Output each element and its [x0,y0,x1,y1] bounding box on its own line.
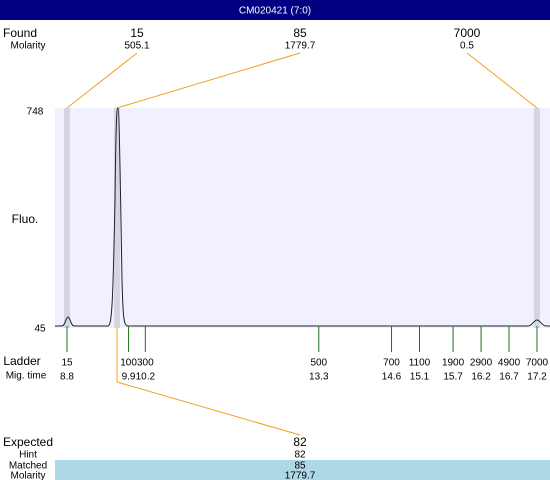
found-label: Found [3,26,37,40]
mig-time: 16.7 [499,372,519,383]
ladder-size: 1100 [409,358,431,369]
mig-time: 8.8 [60,372,74,383]
molarity-label: Molarity [10,41,45,52]
molarity-value: 1779.7 [285,471,316,480]
y-max: 748 [27,107,44,118]
title-bar [0,0,550,20]
mig-time: 9.9 [122,372,136,383]
hint-value: 82 [294,450,306,461]
mig-time: 13.3 [309,372,329,383]
peak-band [534,108,540,328]
matched-label: Matched [9,461,47,472]
found-molarity: 1779.7 [285,41,316,52]
plot-area [55,108,550,328]
ladder-size: 300 [137,358,154,369]
ladder-size: 7000 [526,358,549,369]
ladder-size: 500 [310,358,327,369]
mig-time-label: Mig. time [6,371,47,382]
ladder-size: 700 [383,358,400,369]
mig-time: 15.7 [443,372,463,383]
expected-value: 82 [293,435,307,449]
peak-band [114,108,120,328]
found-size: 7000 [454,26,481,40]
mig-time: 15.1 [410,372,430,383]
found-molarity: 505.1 [124,41,149,52]
connector [66,52,138,109]
mig-time: 17.2 [527,372,547,383]
mig-time: 10.2 [136,372,156,383]
ladder-label: Ladder [3,354,40,368]
connector [116,52,301,109]
found-size: 15 [130,26,144,40]
y-min: 45 [34,324,46,335]
y-label: Fluo. [12,212,39,226]
expected-label: Expected [3,435,53,449]
matched-value: 85 [294,461,306,472]
ladder-size: 1900 [442,358,465,369]
hint-label: Hint [19,450,37,461]
title: CM020421 (7:0) [239,6,311,17]
ladder-size: 100 [120,358,137,369]
ladder-size: 15 [61,358,73,369]
mig-time: 16.2 [471,372,491,383]
connectors [66,52,538,436]
ladder-size: 4900 [498,358,521,369]
found-molarity: 0.5 [460,41,474,52]
mig-time: 14.6 [382,372,402,383]
peak-band [64,108,70,328]
molarity-label: Molarity [10,471,45,480]
trace [55,107,550,327]
selected-row [55,460,550,480]
connector [466,52,538,109]
ladder-size: 2900 [470,358,493,369]
connector [116,381,301,436]
found-size: 85 [293,26,307,40]
